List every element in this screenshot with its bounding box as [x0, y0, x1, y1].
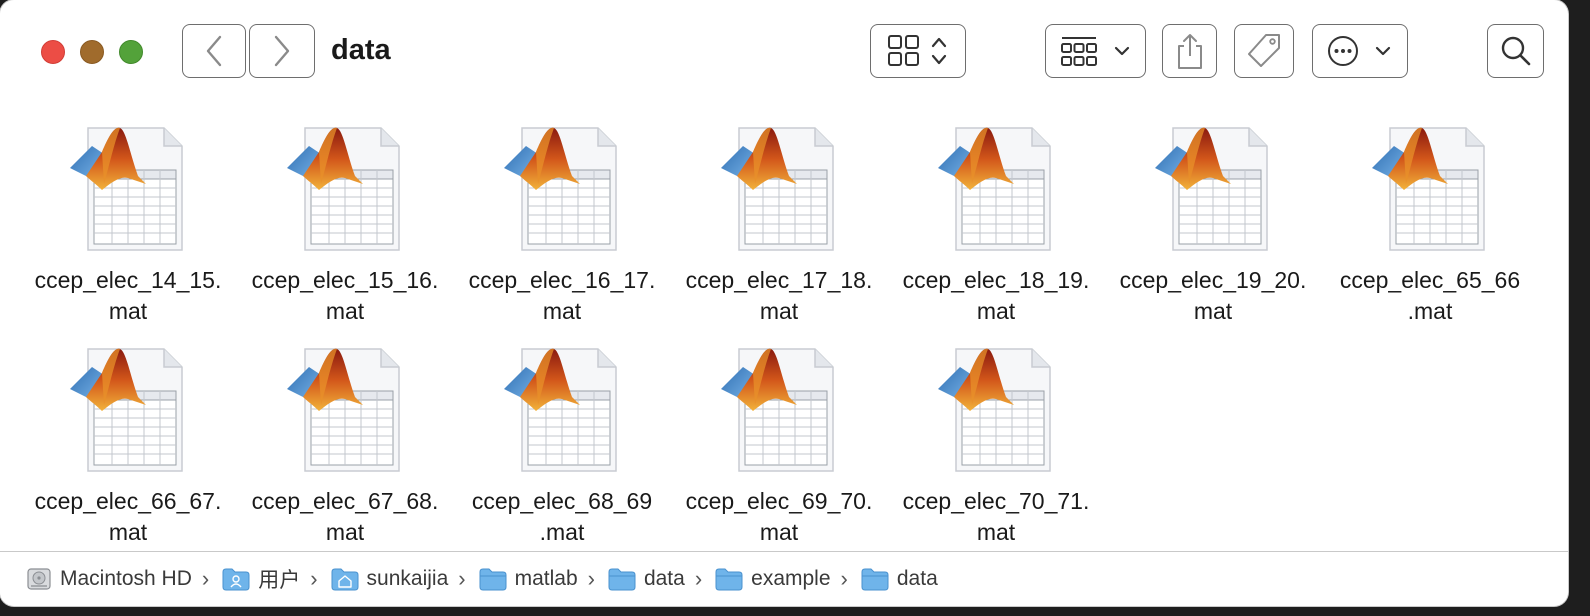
path-item-label: example [751, 567, 831, 590]
chevron-right-icon: › [694, 566, 703, 591]
matlab-mat-file-icon [937, 127, 1051, 251]
file-item[interactable]: ccep_elec_19_20. mat [1105, 124, 1321, 344]
chevron-right-icon: › [840, 566, 848, 591]
matlab-mat-file-icon [69, 348, 183, 472]
group-grid-icon [1060, 37, 1097, 66]
file-item[interactable]: ccep_elec_66_67. mat [20, 345, 236, 565]
file-item[interactable]: ccep_elec_70_71. mat [888, 345, 1104, 565]
file-item[interactable]: ccep_elec_15_16. mat [237, 124, 453, 344]
file-name: ccep_elec_16_17. mat [468, 267, 656, 324]
file-item[interactable]: ccep_elec_16_17. mat [454, 124, 670, 344]
home-folder-icon [331, 568, 359, 591]
folder-icon [715, 568, 743, 591]
users-folder-icon [222, 568, 250, 591]
icon-grid-icon [888, 35, 919, 66]
matlab-mat-file-icon [503, 127, 617, 251]
chevron-down-icon [1114, 46, 1129, 56]
tags-button[interactable] [1234, 24, 1294, 78]
file-name: ccep_elec_18_19. mat [902, 267, 1090, 324]
folder-icon [861, 568, 889, 591]
file-name: ccep_elec_67_68. mat [251, 488, 439, 545]
chevron-left-icon [206, 35, 222, 67]
path-bar: Macintosh HD › 用户 › sunkaijia › mat [0, 551, 1568, 606]
path-item-macintosh-hd[interactable]: Macintosh HD [26, 566, 192, 592]
file-name: ccep_elec_19_20. mat [1119, 267, 1307, 324]
file-name: ccep_elec_14_15. mat [34, 267, 222, 324]
file-name: ccep_elec_70_71. mat [902, 488, 1090, 545]
file-name: ccep_elec_68_69 .mat [471, 488, 653, 545]
chevron-right-icon: › [458, 566, 466, 591]
file-item[interactable]: ccep_elec_14_15. mat [20, 124, 236, 344]
matlab-mat-file-icon [286, 348, 400, 472]
path-item-users[interactable]: 用户 [222, 564, 300, 594]
file-name: ccep_elec_15_16. mat [251, 267, 439, 324]
matlab-mat-file-icon [503, 348, 617, 472]
path-item-label: Macintosh HD [60, 567, 192, 590]
path-item-label: sunkaijia [366, 567, 449, 590]
file-item[interactable]: ccep_elec_18_19. mat [888, 124, 1104, 344]
path-item-home[interactable]: sunkaijia [331, 567, 449, 591]
path-item-label: 用户 [258, 569, 301, 592]
matlab-mat-file-icon [69, 127, 183, 251]
chevron-right-icon: › [310, 566, 318, 591]
folder-icon [608, 568, 636, 591]
chevron-right-icon: › [201, 566, 210, 591]
matlab-mat-file-icon [1154, 127, 1268, 251]
hard-drive-icon [27, 568, 51, 590]
share-icon [1177, 34, 1202, 69]
path-item-data[interactable]: data [608, 567, 685, 591]
file-item[interactable]: ccep_elec_68_69 .mat [454, 345, 670, 565]
path-item-label: data [643, 567, 685, 590]
matlab-mat-file-icon [720, 348, 834, 472]
path-item-label: data [896, 567, 938, 590]
file-item[interactable]: ccep_elec_67_68. mat [237, 345, 453, 565]
file-name: ccep_elec_66_67. mat [34, 488, 222, 545]
back-button[interactable] [182, 24, 246, 78]
forward-button[interactable] [249, 24, 315, 78]
chevron-down-icon [1375, 46, 1391, 56]
path-item-matlab[interactable]: matlab [479, 567, 578, 591]
view-mode-button[interactable] [870, 24, 966, 78]
file-name: ccep_elec_17_18. mat [685, 267, 873, 324]
file-item[interactable]: ccep_elec_17_18. mat [671, 124, 887, 344]
minimize-window-button[interactable] [80, 40, 104, 64]
search-icon [1501, 36, 1530, 66]
matlab-mat-file-icon [1371, 127, 1485, 251]
finder-window: data [0, 0, 1568, 606]
close-window-button[interactable] [41, 40, 65, 64]
share-button[interactable] [1162, 24, 1217, 78]
toolbar: data [0, 0, 1568, 104]
matlab-mat-file-icon [720, 127, 834, 251]
path-item-data-current[interactable]: data [861, 567, 938, 591]
file-item[interactable]: ccep_elec_65_66 .mat [1322, 124, 1538, 344]
tag-icon [1248, 34, 1280, 67]
group-by-button[interactable] [1045, 24, 1146, 78]
window-title: data [331, 34, 391, 66]
file-item[interactable]: ccep_elec_69_70. mat [671, 345, 887, 565]
zoom-window-button[interactable] [119, 40, 143, 64]
path-item-label: matlab [514, 567, 578, 590]
chevron-right-icon: › [587, 566, 595, 591]
more-actions-button[interactable] [1312, 24, 1408, 78]
search-button[interactable] [1487, 24, 1544, 78]
chevron-right-icon [274, 35, 290, 67]
matlab-mat-file-icon [286, 127, 400, 251]
matlab-mat-file-icon [937, 348, 1051, 472]
file-name: ccep_elec_65_66 .mat [1339, 267, 1521, 324]
folder-icon [479, 568, 507, 591]
path-item-example[interactable]: example [715, 567, 831, 591]
ellipsis-circle-icon [1328, 36, 1358, 66]
file-name: ccep_elec_69_70. mat [685, 488, 873, 545]
chevron-updown-icon [931, 37, 947, 65]
